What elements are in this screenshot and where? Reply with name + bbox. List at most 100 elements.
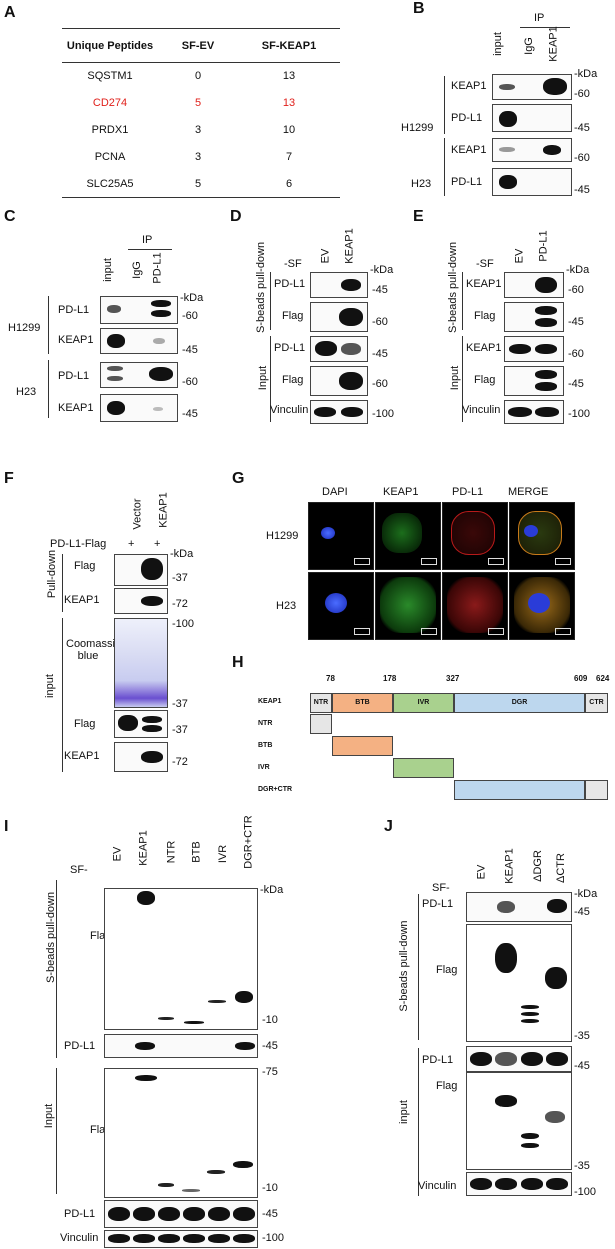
mw-marker: -100 [568,408,591,420]
blot-label: KEAP1 [466,278,502,290]
lane-label: EV [111,846,124,862]
blot-label: PD-L1 [58,304,90,316]
micrograph-pdl1-h23 [442,572,508,640]
lane-label: IgG [522,37,535,55]
construct-label: NTR [258,720,273,727]
cell: 7 [285,150,293,163]
bracket [48,360,49,418]
mw-marker: -100 [262,1232,285,1244]
mw-marker: -60 [372,378,388,390]
blot-label: Vinculin [60,1232,99,1244]
micrograph-merge-h1299 [509,502,575,570]
kda-label: -kDa [566,264,590,276]
mw-marker: -100 [172,618,195,630]
blot-flag-input [310,366,368,396]
group-label-input: Input [257,365,269,391]
cell: 13 [282,96,296,109]
plus-sign: + [154,538,161,550]
table-row: PRDX1 3 10 [62,116,340,143]
kda-label: -kDa [574,888,598,900]
col-label-keap1: KEAP1 [383,486,419,498]
lane-label: EV [513,248,526,264]
cell: 3 [194,123,202,136]
micrograph-keap1-h23 [375,572,441,640]
blot-label: Flag [74,560,96,572]
col-header-peptides: Unique Peptides [66,40,154,52]
lane-label: KEAP1 [547,26,560,62]
mw-marker: -45 [372,348,388,360]
domain-ivr: IVR [393,693,454,713]
cell-label-h1299: H1299 [8,322,41,334]
kda-label: -kDa [180,292,204,304]
blot-pdl1-pulldown [466,892,572,922]
lane-label: input [101,258,114,282]
ip-label: IP [534,12,545,24]
mw-marker: -100 [372,408,395,420]
mw-marker: -60 [574,88,590,100]
micrograph-pdl1-h1299 [442,502,508,570]
mw-marker: -35 [574,1030,590,1042]
blot-label: PD-L1 [422,1054,454,1066]
group-label-pulldown: S-beads pull-down [255,241,267,333]
position-marker: 78 [326,674,335,683]
position-marker: 624 [596,674,610,683]
lane-label: ΔCTR [554,853,567,883]
lane-label: EV [319,248,332,264]
blot-label: KEAP1 [451,80,487,92]
domain-ntr: NTR [310,693,332,713]
blot-keap1-h1299 [492,74,572,100]
cell: 13 [282,69,296,82]
lane-label: EV [475,864,488,880]
mw-marker: -45 [372,284,388,296]
kda-label: -kDa [370,264,394,276]
panel-label-f: F [4,470,14,487]
bracket [444,138,445,196]
blot-label: Vinculin [418,1180,457,1192]
blot-label: Vinculin [270,404,309,416]
sf-label: SF- [432,882,450,894]
plus-sign: + [128,538,135,550]
mw-marker: -100 [574,1186,597,1198]
panel-label-i: I [4,818,9,835]
band-btb-input [182,1189,200,1192]
blot-label: Flag [282,374,304,386]
blot-pdl1-h23 [100,362,178,388]
construct-btb-bar [332,736,393,756]
blot-pdl1-pulldown [310,272,368,298]
table-top-rule [62,28,340,29]
lane-label: PD-L1 [151,252,164,284]
mw-marker: -45 [182,408,198,420]
blot-vinculin [504,400,564,424]
micrograph-dapi-h23 [308,572,374,640]
mw-marker: -72 [172,756,188,768]
bracket [56,880,57,1058]
ip-bracket [128,249,172,250]
mw-marker: -10 [262,1014,278,1026]
lane-label: Vector [131,498,144,530]
blot-label: Flag [436,1080,458,1092]
construct-ntr-bar [310,714,332,734]
cell: SQSTM1 [87,69,133,82]
mw-marker: -60 [372,316,388,328]
blot-label: Coomassie blue [66,638,122,662]
kda-label: -kDa [260,884,284,896]
bracket [270,336,271,422]
mw-marker: -45 [574,184,590,196]
blot-pdl1-input [466,1046,572,1072]
domain-dgr: DGR [454,693,585,713]
lane-label: KEAP1 [503,848,516,884]
bracket [462,336,463,422]
table-row: SQSTM1 0 13 [62,62,340,89]
blot-pdl1-h1299 [100,296,178,324]
mw-marker: -37 [172,698,188,710]
blot-label: PD-L1 [422,898,454,910]
cell: 5 [194,177,202,190]
bracket [62,618,63,772]
blot-label: PD-L1 [274,342,306,354]
lane-label: input [491,32,504,56]
col-label-pdl1: PD-L1 [452,486,484,498]
bracket [418,1048,419,1196]
group-label-pulldown: S-beads pull-down [398,920,410,1012]
cell: 10 [282,123,296,136]
cell-label-h23: H23 [16,386,37,398]
